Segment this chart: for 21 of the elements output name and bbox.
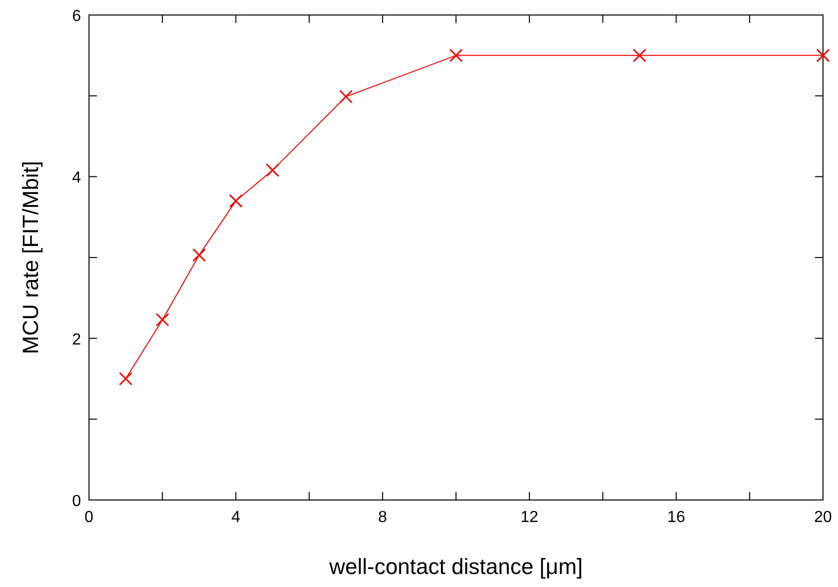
y-tick-label: 4 xyxy=(72,170,82,187)
point xyxy=(229,194,243,208)
point xyxy=(266,163,280,177)
x-tick-label: 0 xyxy=(84,509,94,526)
y-axis-title: MCU rate [FIT/Mbit] xyxy=(18,160,43,354)
y-tick-label: 0 xyxy=(72,493,82,510)
point xyxy=(449,48,463,62)
point xyxy=(339,90,353,104)
point xyxy=(192,248,206,262)
point xyxy=(118,372,132,386)
x-axis-title: well-contact distance [μm] xyxy=(328,554,583,579)
y-tick-label: 2 xyxy=(72,331,82,348)
x-tick-label: 8 xyxy=(378,509,388,526)
point xyxy=(156,312,170,326)
x-tick-label: 20 xyxy=(814,509,832,526)
x-tick-label: 12 xyxy=(520,509,538,526)
point xyxy=(816,48,830,62)
y-tick-label: 6 xyxy=(72,8,82,25)
x-tick-label: 4 xyxy=(231,509,240,526)
point xyxy=(632,48,646,62)
x-tick-label: 16 xyxy=(667,509,686,526)
